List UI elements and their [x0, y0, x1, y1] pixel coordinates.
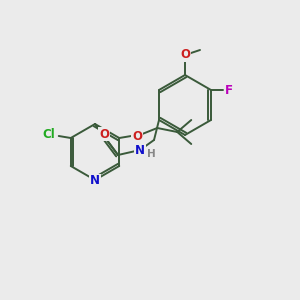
Text: O: O: [99, 128, 109, 140]
Text: O: O: [180, 49, 190, 62]
Text: F: F: [225, 83, 233, 97]
Text: H: H: [147, 149, 155, 159]
Text: N: N: [90, 175, 100, 188]
Text: O: O: [132, 130, 142, 142]
Text: Cl: Cl: [42, 128, 55, 142]
Text: N: N: [135, 143, 145, 157]
